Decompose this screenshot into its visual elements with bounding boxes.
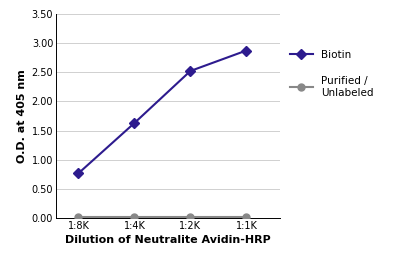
Purified /
Unlabeled (244, 216, 249, 219)
Legend: Biotin, Purified /
Unlabeled: Biotin, Purified / Unlabeled (290, 50, 374, 98)
Purified /
Unlabeled (188, 216, 193, 219)
Line: Biotin: Biotin (75, 47, 250, 177)
Y-axis label: O.D. at 405 nm: O.D. at 405 nm (18, 69, 28, 163)
Biotin (244, 49, 249, 52)
Line: Purified /
Unlabeled: Purified / Unlabeled (75, 214, 250, 221)
X-axis label: Dilution of Neutralite Avidin-HRP: Dilution of Neutralite Avidin-HRP (65, 235, 271, 245)
Biotin (76, 172, 81, 175)
Purified /
Unlabeled (132, 216, 137, 219)
Biotin (132, 121, 137, 125)
Biotin (188, 69, 193, 73)
Purified /
Unlabeled (76, 216, 81, 219)
